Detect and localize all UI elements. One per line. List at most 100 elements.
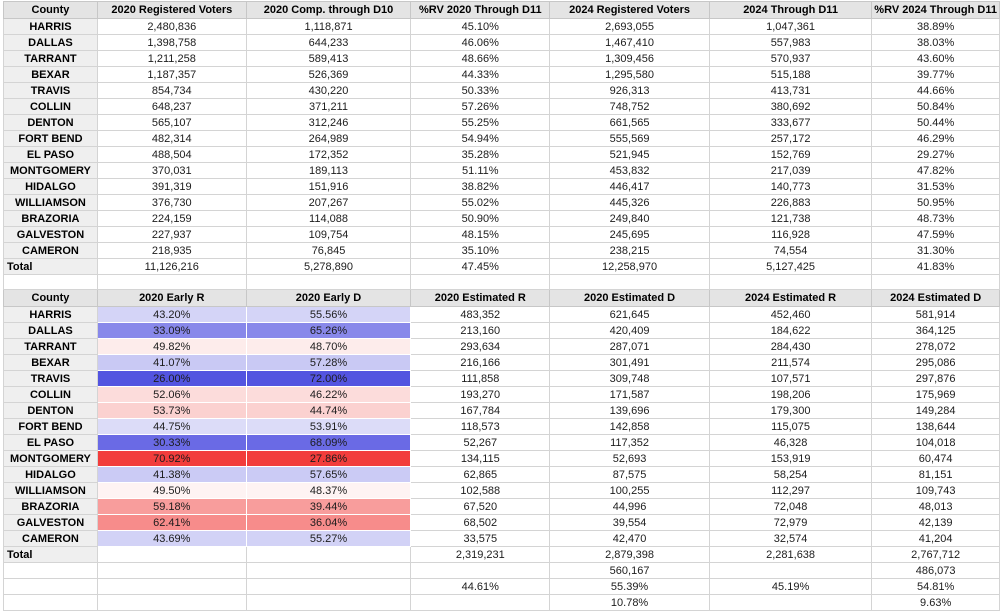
value-cell[interactable]: 488,504 [96,146,247,163]
early-r-heat-cell[interactable]: 62.41% [96,514,247,531]
value-cell[interactable]: 43.60% [871,50,1000,67]
county-cell[interactable]: HIDALGO [3,466,98,483]
early-d-heat-cell[interactable]: 39.44% [245,498,412,515]
empty-cell[interactable] [96,274,247,290]
county-cell[interactable]: DALLAS [3,34,98,51]
early-d-heat-cell[interactable]: 53.91% [245,418,412,435]
column-header-cell[interactable]: %RV 2024 Through D11 [871,1,1000,19]
value-cell[interactable]: 167,784 [410,402,551,419]
early-r-heat-cell[interactable]: 70.92% [96,450,247,467]
early-r-heat-cell[interactable]: 49.82% [96,338,247,355]
value-cell[interactable]: 224,159 [96,210,247,227]
county-cell[interactable]: COLLIN [3,98,98,115]
value-cell[interactable]: 171,587 [549,386,710,403]
value-cell[interactable]: 218,935 [96,242,247,259]
value-cell[interactable]: 1,398,758 [96,34,247,51]
value-cell[interactable]: 175,969 [871,386,1000,403]
value-cell[interactable]: 661,565 [549,114,710,131]
early-d-heat-cell[interactable]: 72.00% [245,370,412,387]
empty-cell[interactable] [245,578,412,595]
county-cell[interactable]: FORT BEND [3,130,98,147]
value-cell[interactable]: 482,314 [96,130,247,147]
value-cell[interactable]: 118,573 [410,418,551,435]
early-d-heat-cell[interactable]: 55.56% [245,306,412,323]
column-header-cell[interactable]: 2020 Comp. through D10 [245,1,412,19]
empty-cell[interactable] [3,562,98,579]
value-cell[interactable]: 312,246 [245,114,412,131]
value-cell[interactable]: 111,858 [410,370,551,387]
value-cell[interactable]: 2,693,055 [549,18,710,35]
value-cell[interactable]: 47.59% [871,226,1000,243]
value-cell[interactable]: 1,187,357 [96,66,247,83]
value-cell[interactable]: 216,166 [410,354,551,371]
total-value-cell[interactable]: 5,127,425 [708,258,873,275]
summary-value-cell[interactable]: 560,167 [549,562,710,579]
value-cell[interactable]: 644,233 [245,34,412,51]
value-cell[interactable]: 100,255 [549,482,710,499]
value-cell[interactable]: 45.10% [410,18,551,35]
value-cell[interactable]: 153,919 [708,450,873,467]
early-r-heat-cell[interactable]: 43.20% [96,306,247,323]
value-cell[interactable]: 189,113 [245,162,412,179]
value-cell[interactable]: 207,267 [245,194,412,211]
value-cell[interactable]: 41,204 [871,530,1000,547]
early-d-heat-cell[interactable]: 55.27% [245,530,412,547]
county-cell[interactable]: WILLIAMSON [3,194,98,211]
empty-cell[interactable] [3,274,98,290]
county-cell[interactable]: GALVESTON [3,514,98,531]
value-cell[interactable]: 46.29% [871,130,1000,147]
value-cell[interactable]: 140,773 [708,178,873,195]
value-cell[interactable]: 117,352 [549,434,710,451]
early-d-heat-cell[interactable]: 57.65% [245,466,412,483]
county-cell[interactable]: FORT BEND [3,418,98,435]
value-cell[interactable]: 1,467,410 [549,34,710,51]
value-cell[interactable]: 142,858 [549,418,710,435]
value-cell[interactable]: 67,520 [410,498,551,515]
value-cell[interactable]: 370,031 [96,162,247,179]
column-header-cell[interactable]: County [3,289,98,307]
value-cell[interactable]: 39.77% [871,66,1000,83]
value-cell[interactable]: 227,937 [96,226,247,243]
total-value-cell[interactable]: 12,258,970 [549,258,710,275]
value-cell[interactable]: 371,211 [245,98,412,115]
value-cell[interactable]: 748,752 [549,98,710,115]
early-r-heat-cell[interactable]: 43.69% [96,530,247,547]
value-cell[interactable]: 581,914 [871,306,1000,323]
value-cell[interactable]: 29.27% [871,146,1000,163]
county-cell[interactable]: DALLAS [3,322,98,339]
value-cell[interactable]: 35.10% [410,242,551,259]
total-value-cell[interactable]: 2,281,638 [708,546,873,563]
value-cell[interactable]: 295,086 [871,354,1000,371]
value-cell[interactable]: 47.82% [871,162,1000,179]
value-cell[interactable]: 238,215 [549,242,710,259]
column-header-cell[interactable]: 2020 Estimated R [410,289,551,307]
value-cell[interactable]: 31.30% [871,242,1000,259]
county-cell[interactable]: DENTON [3,114,98,131]
value-cell[interactable]: 293,634 [410,338,551,355]
summary-value-cell[interactable]: 44.61% [410,578,551,595]
empty-cell[interactable] [410,562,551,579]
county-cell[interactable]: EL PASO [3,434,98,451]
value-cell[interactable]: 854,734 [96,82,247,99]
value-cell[interactable]: 109,754 [245,226,412,243]
value-cell[interactable]: 309,748 [549,370,710,387]
value-cell[interactable]: 483,352 [410,306,551,323]
value-cell[interactable]: 420,409 [549,322,710,339]
empty-cell[interactable] [549,274,710,290]
county-cell[interactable]: CAMERON [3,530,98,547]
value-cell[interactable]: 198,206 [708,386,873,403]
total-label-cell[interactable]: Total [3,258,98,275]
value-cell[interactable]: 114,088 [245,210,412,227]
value-cell[interactable]: 57.26% [410,98,551,115]
value-cell[interactable]: 193,270 [410,386,551,403]
empty-cell[interactable] [245,274,412,290]
value-cell[interactable]: 50.95% [871,194,1000,211]
total-label-cell[interactable]: Total [3,546,98,563]
value-cell[interactable]: 376,730 [96,194,247,211]
summary-value-cell[interactable]: 486,073 [871,562,1000,579]
value-cell[interactable]: 245,695 [549,226,710,243]
total-value-cell[interactable]: 41.83% [871,258,1000,275]
early-r-heat-cell[interactable]: 26.00% [96,370,247,387]
value-cell[interactable]: 38.82% [410,178,551,195]
value-cell[interactable]: 249,840 [549,210,710,227]
